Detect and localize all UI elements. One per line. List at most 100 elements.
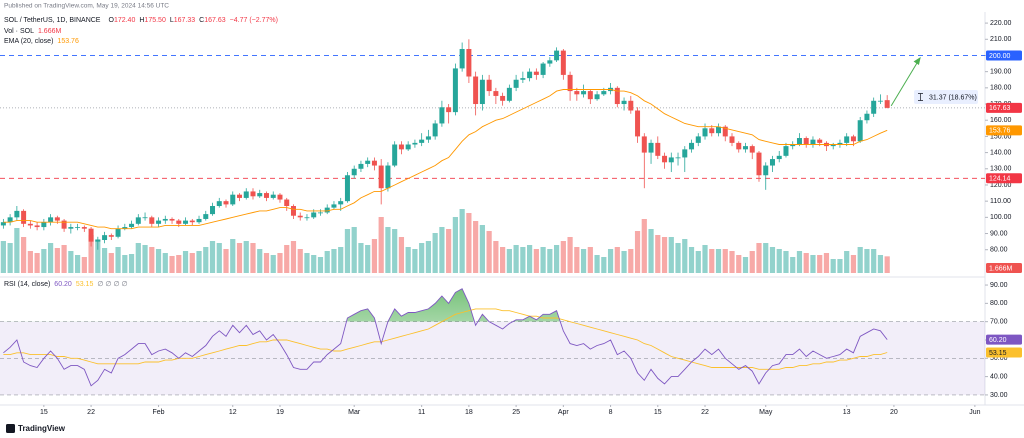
rsi-tag: 60.20 — [989, 337, 1007, 344]
candle-body — [486, 79, 492, 92]
ema-name: EMA (20, close) — [4, 38, 53, 45]
volume-bar — [459, 209, 465, 273]
candle-body — [176, 220, 182, 224]
candle-body — [500, 95, 506, 101]
volume-tag: 1.666M — [989, 265, 1013, 272]
price-tick-label: 210.00 — [990, 36, 1012, 43]
candle-body — [560, 50, 566, 75]
candle-body — [351, 168, 357, 176]
volume-bar — [722, 249, 728, 273]
volume-bar — [695, 251, 701, 273]
candle-body — [412, 142, 418, 145]
volume-bar — [284, 245, 290, 273]
volume-bar — [736, 255, 742, 273]
candle-body — [702, 128, 708, 137]
volume-bar — [621, 251, 627, 273]
candle-body — [830, 144, 836, 147]
candle-body — [0, 222, 6, 226]
candle-body — [48, 217, 54, 223]
rsi-tick-label: 80.00 — [990, 300, 1008, 307]
ohlc-key: C — [199, 17, 204, 24]
volume-bar — [533, 249, 539, 273]
candle-body — [61, 220, 67, 229]
volume-bar — [371, 239, 378, 273]
volume-bar — [209, 241, 216, 273]
volume-bar — [257, 249, 263, 273]
candle-body — [844, 136, 850, 143]
volume-bar — [634, 231, 641, 273]
volume-bar — [297, 249, 303, 273]
volume-bar — [182, 251, 189, 273]
time-tick-label: 18 — [465, 409, 473, 416]
time-tick-label: Mar — [348, 409, 361, 416]
volume-bar — [358, 243, 364, 273]
volume-bar — [304, 253, 310, 273]
candle-body — [223, 201, 229, 205]
ohlc-key: O — [108, 17, 114, 24]
volume-bar — [74, 255, 81, 273]
candle-body — [884, 100, 890, 108]
candle-body — [385, 165, 391, 189]
candle-body — [871, 100, 877, 114]
candle-body — [135, 217, 141, 224]
volume-bar — [68, 251, 74, 273]
candle-body — [304, 217, 310, 219]
volume-bar — [830, 259, 836, 273]
volume-bar — [803, 253, 809, 273]
volume-bar — [425, 241, 432, 273]
time-tick-label: 15 — [654, 409, 662, 416]
volume-bar — [567, 237, 573, 273]
ema-value: 153.76 — [57, 38, 79, 45]
candle-body — [648, 142, 654, 153]
candle-body — [317, 212, 323, 214]
volume-bar — [432, 233, 438, 273]
rsi-tick-label: 70.00 — [990, 319, 1008, 326]
volume-bar — [101, 248, 108, 273]
volume-bar — [47, 243, 54, 273]
time-tick-label: May — [759, 409, 773, 416]
volume-bar — [27, 251, 33, 273]
candle-body — [790, 144, 796, 147]
candle-body — [533, 71, 539, 75]
volume-bar — [823, 253, 830, 273]
candle-body — [122, 227, 128, 229]
volume-bar — [7, 243, 13, 273]
candle-body — [729, 136, 735, 143]
candle-body — [554, 50, 560, 61]
volume-bar — [236, 243, 243, 273]
volume-bar — [344, 229, 351, 273]
candle-body — [54, 217, 60, 221]
volume-bar — [365, 245, 371, 273]
candle-body — [682, 149, 688, 158]
ema-tag-bg — [986, 125, 1022, 136]
candle-body — [527, 71, 533, 79]
candle-body — [479, 79, 485, 105]
volume-bar — [500, 247, 506, 273]
rsi-tick-label: 90.00 — [990, 282, 1008, 289]
price-line-tag-bg — [986, 50, 1022, 61]
candle-body — [736, 142, 742, 150]
symbol-legend: SOL / TetherUS, 1D, BINANCE O172.40 H175.5… — [4, 17, 278, 24]
volume-bar — [837, 259, 843, 273]
volume-bar — [466, 213, 472, 273]
candle-body — [749, 146, 755, 153]
time-tick-label: 13 — [843, 409, 851, 416]
candle-body — [864, 113, 870, 121]
time-tick-label: 11 — [418, 409, 425, 416]
price-tick-label: 130.00 — [990, 166, 1012, 173]
volume-bar — [88, 235, 94, 273]
volume-bar — [385, 227, 391, 273]
candle-body — [88, 228, 94, 242]
volume-bar — [668, 237, 674, 273]
volume-bar — [850, 255, 857, 273]
volume-bar — [742, 257, 749, 273]
candle-body — [567, 74, 573, 92]
time-tick-label: 8 — [609, 409, 613, 416]
volume-bar — [513, 245, 519, 273]
ema-legend: EMA (20, close) 153.76 — [4, 38, 79, 45]
volume-bar — [419, 243, 425, 273]
volume-bar — [311, 255, 317, 273]
candle-body — [331, 204, 337, 208]
volume-bar — [729, 251, 735, 273]
